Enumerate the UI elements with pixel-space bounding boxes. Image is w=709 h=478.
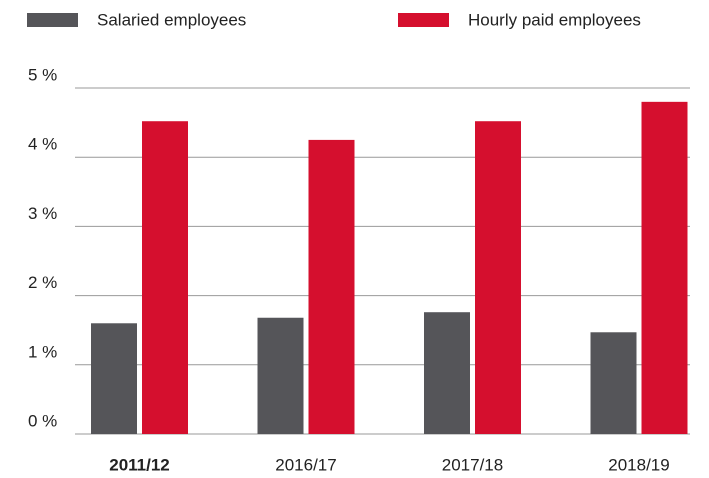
bar <box>475 121 521 434</box>
x-tick-label: 2011/12 <box>109 455 170 474</box>
bar <box>641 101 688 434</box>
bar <box>424 312 470 434</box>
legend-swatch <box>27 13 78 27</box>
legend-label: Hourly paid employees <box>468 10 641 29</box>
bar <box>91 323 137 434</box>
y-tick-label: 4 % <box>28 135 57 154</box>
x-tick-label: 2017/18 <box>442 455 503 474</box>
y-tick-label: 5 % <box>28 65 57 84</box>
y-tick-label: 3 % <box>28 204 57 223</box>
bar <box>590 332 637 434</box>
bar <box>142 121 188 434</box>
bar <box>308 139 355 434</box>
legend-swatch <box>398 13 449 27</box>
y-tick-label: 1 % <box>28 342 57 361</box>
x-tick-label: 2018/19 <box>608 455 669 474</box>
x-tick-label: 2016/17 <box>275 455 336 474</box>
y-tick-label: 2 % <box>28 273 57 292</box>
y-tick-label: 0 % <box>28 411 57 430</box>
bar <box>257 317 304 434</box>
legend-label: Salaried employees <box>97 10 246 29</box>
